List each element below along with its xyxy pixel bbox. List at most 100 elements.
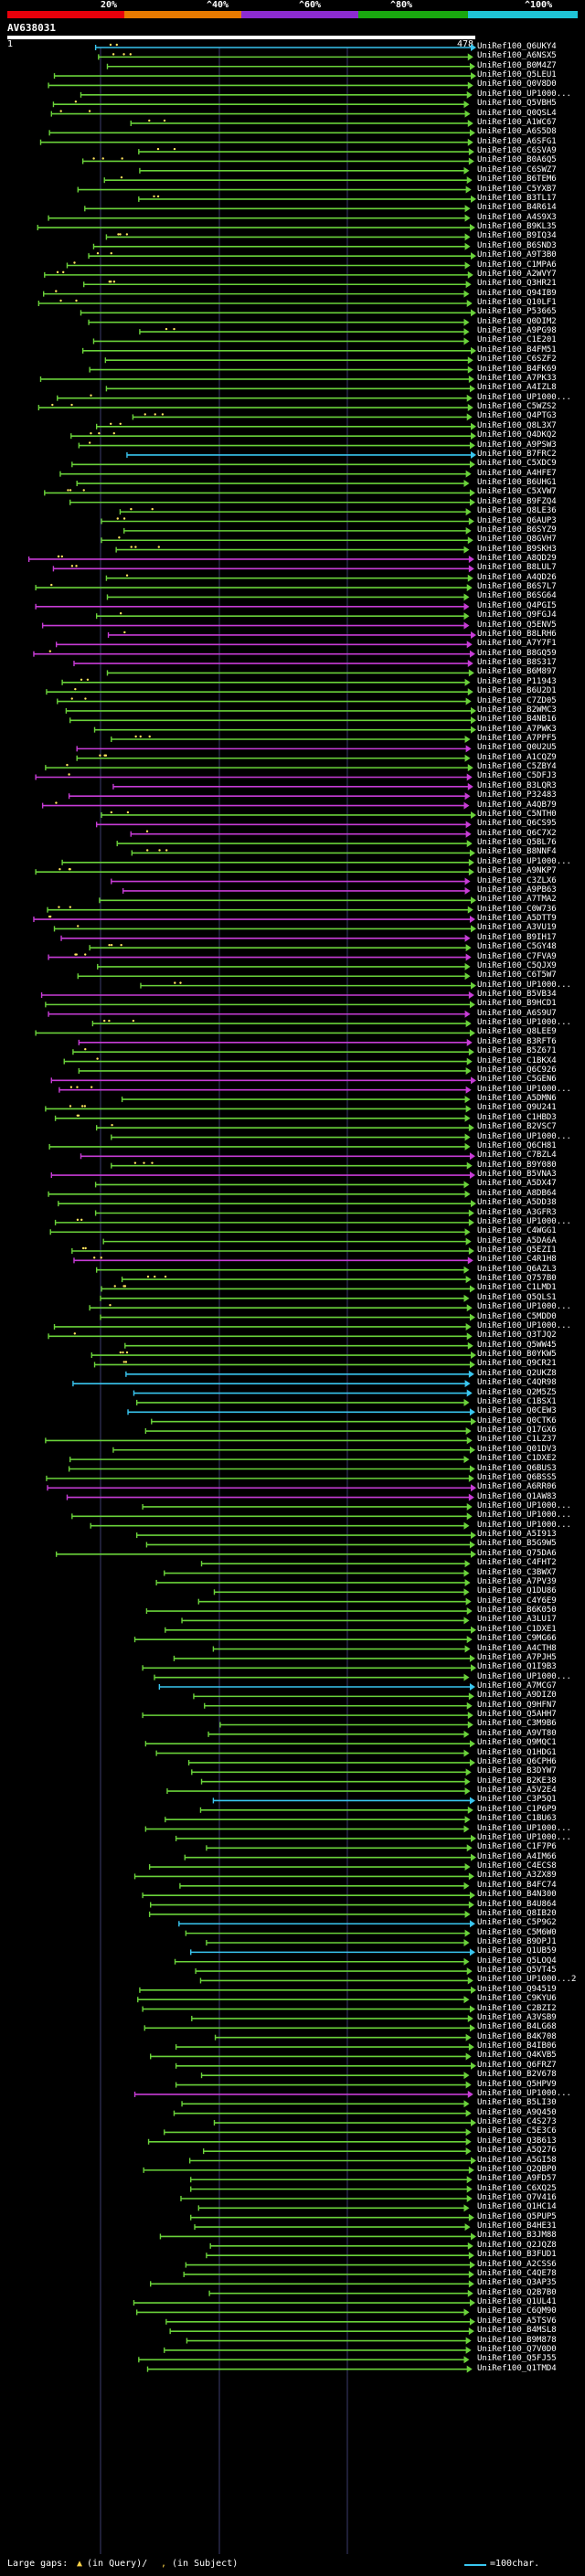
hit-row[interactable] <box>89 366 473 374</box>
hit-label[interactable]: UniRef100_Q5WW45 <box>477 1340 557 1350</box>
hit-row[interactable] <box>139 327 470 336</box>
hit-row[interactable] <box>197 2204 470 2212</box>
hit-row[interactable] <box>57 394 473 402</box>
hit-label[interactable]: UniRef100_Q1AW83 <box>477 1491 557 1501</box>
hit-row[interactable] <box>94 1181 470 1189</box>
hit-row[interactable] <box>126 451 476 459</box>
hit-label[interactable]: UniRef100_C7BZL4 <box>477 1150 557 1161</box>
hit-label[interactable]: UniRef100_A5I913 <box>477 1530 557 1540</box>
hit-label[interactable]: UniRef100_Q4DKQ2 <box>477 430 557 440</box>
hit-label[interactable]: UniRef100_A5DTT9 <box>477 914 557 924</box>
hit-row[interactable] <box>58 1200 476 1208</box>
hit-row[interactable] <box>158 1683 475 1691</box>
hit-row[interactable] <box>47 1484 476 1492</box>
hit-label[interactable]: UniRef100_P11943 <box>477 676 557 686</box>
hit-row[interactable] <box>208 2289 473 2297</box>
hit-label[interactable]: UniRef100_B2V678 <box>477 2070 557 2080</box>
hit-row[interactable] <box>206 1939 470 1946</box>
hit-label[interactable]: UniRef100_Q3AP35 <box>477 2278 557 2288</box>
hit-row[interactable] <box>175 2043 474 2051</box>
hit-label[interactable]: UniRef100_Q9MQC1 <box>477 1738 557 1748</box>
hit-row[interactable] <box>135 1532 476 1540</box>
hit-row[interactable] <box>142 1664 476 1672</box>
hit-label[interactable]: UniRef100_Q9FGJ4 <box>477 610 557 620</box>
hit-row[interactable] <box>190 2185 473 2193</box>
hit-label[interactable]: UniRef100_A4QB79 <box>477 800 557 810</box>
hit-row[interactable] <box>55 1550 476 1558</box>
hit-label[interactable]: UniRef100_Q0V8D0 <box>477 80 557 90</box>
hit-row[interactable] <box>213 1588 470 1596</box>
hit-row[interactable] <box>39 375 474 383</box>
hit-label[interactable]: UniRef100_B4FK69 <box>477 364 557 374</box>
hit-row[interactable] <box>206 2252 474 2260</box>
hit-label[interactable]: UniRef100_B0YKW5 <box>477 1350 557 1360</box>
hit-row[interactable] <box>200 2072 470 2080</box>
hit-label[interactable]: UniRef100_C4WGG1 <box>477 1226 557 1236</box>
hit-label[interactable]: UniRef100_UP1000... <box>477 89 571 99</box>
hit-row[interactable] <box>80 90 473 99</box>
hit-label[interactable]: UniRef100_Q9CR21 <box>477 1359 557 1369</box>
hit-row[interactable] <box>166 1787 471 1796</box>
hit-row[interactable] <box>76 745 472 753</box>
hit-label[interactable]: UniRef100_B5VNA3 <box>477 1170 557 1180</box>
hit-row[interactable] <box>41 621 470 630</box>
hit-row[interactable] <box>148 1863 471 1871</box>
hit-row[interactable] <box>44 489 475 497</box>
hit-row[interactable] <box>164 2346 472 2354</box>
hit-label[interactable]: UniRef100_C6SWZ7 <box>477 164 557 175</box>
hit-row[interactable] <box>135 1398 470 1406</box>
hit-row[interactable] <box>219 1721 473 1729</box>
hit-row[interactable] <box>138 147 474 156</box>
hit-label[interactable]: UniRef100_A7PPF5 <box>477 734 557 743</box>
hit-label[interactable]: UniRef100_A7PJH5 <box>477 1652 557 1662</box>
hit-row[interactable] <box>91 1019 472 1028</box>
hit-row[interactable] <box>88 318 470 326</box>
hit-row[interactable] <box>150 2052 472 2061</box>
hit-label[interactable]: UniRef100_Q5HPV9 <box>477 2079 557 2089</box>
hit-label[interactable]: UniRef100_A2WVY7 <box>477 269 557 279</box>
hit-row[interactable] <box>48 129 475 137</box>
hit-label[interactable]: UniRef100_C0W736 <box>477 904 557 914</box>
hit-label[interactable]: UniRef100_A9T3B0 <box>477 250 557 260</box>
hit-label[interactable]: UniRef100_C5GEN6 <box>477 1075 557 1085</box>
hit-row[interactable] <box>100 1294 470 1302</box>
hit-row[interactable] <box>95 821 472 829</box>
hit-row[interactable] <box>123 526 472 535</box>
hit-row[interactable] <box>40 991 474 999</box>
hit-row[interactable] <box>112 782 473 790</box>
hit-row[interactable] <box>53 72 476 80</box>
hit-row[interactable] <box>53 1322 472 1330</box>
hit-row[interactable] <box>121 1096 471 1104</box>
hit-label[interactable]: UniRef100_Q8IB20 <box>477 1908 557 1918</box>
hit-row[interactable] <box>185 1929 471 1937</box>
hit-row[interactable] <box>169 2327 474 2336</box>
hit-row[interactable] <box>190 1948 475 1956</box>
hit-label[interactable]: UniRef100_UP1000... <box>477 2088 571 2098</box>
hit-row[interactable] <box>93 726 476 734</box>
hit-label[interactable]: UniRef100_UP1000... <box>477 1302 571 1312</box>
hit-row[interactable] <box>71 461 475 469</box>
hit-label[interactable]: UniRef100_C1P6P9 <box>477 1804 557 1814</box>
hit-label[interactable]: UniRef100_A8QD29 <box>477 553 557 563</box>
hit-row[interactable] <box>148 1910 471 1918</box>
hit-row[interactable] <box>173 1654 475 1662</box>
hit-label[interactable]: UniRef100_Q5LOQ4 <box>477 1956 557 1966</box>
hit-label[interactable]: UniRef100_B3FUD1 <box>477 2250 557 2260</box>
hit-label[interactable]: UniRef100_B9Y080 <box>477 1160 557 1170</box>
hit-row[interactable] <box>185 2261 475 2269</box>
hit-label[interactable]: UniRef100_B6TEM6 <box>477 175 557 185</box>
hit-label[interactable]: UniRef100_C1LZ37 <box>477 1435 557 1445</box>
hit-label[interactable]: UniRef100_C1BSX1 <box>477 1396 557 1406</box>
hit-row[interactable] <box>68 1465 475 1473</box>
hit-row[interactable] <box>111 735 471 744</box>
hit-label[interactable]: UniRef100_A2CSS6 <box>477 2259 557 2269</box>
hit-label[interactable]: UniRef100_A5V2E4 <box>477 1786 557 1796</box>
hit-row[interactable] <box>92 242 471 250</box>
hit-label[interactable]: UniRef100_C5M6W0 <box>477 1927 557 1937</box>
hit-row[interactable] <box>142 1892 475 1900</box>
hit-label[interactable]: UniRef100_Q8LE36 <box>477 506 557 516</box>
hit-row[interactable] <box>111 1133 471 1141</box>
hit-label[interactable]: UniRef100_A4HFE7 <box>477 468 557 478</box>
hit-label[interactable]: UniRef100_Q5VBH5 <box>477 99 557 109</box>
hit-row[interactable] <box>175 2062 476 2070</box>
